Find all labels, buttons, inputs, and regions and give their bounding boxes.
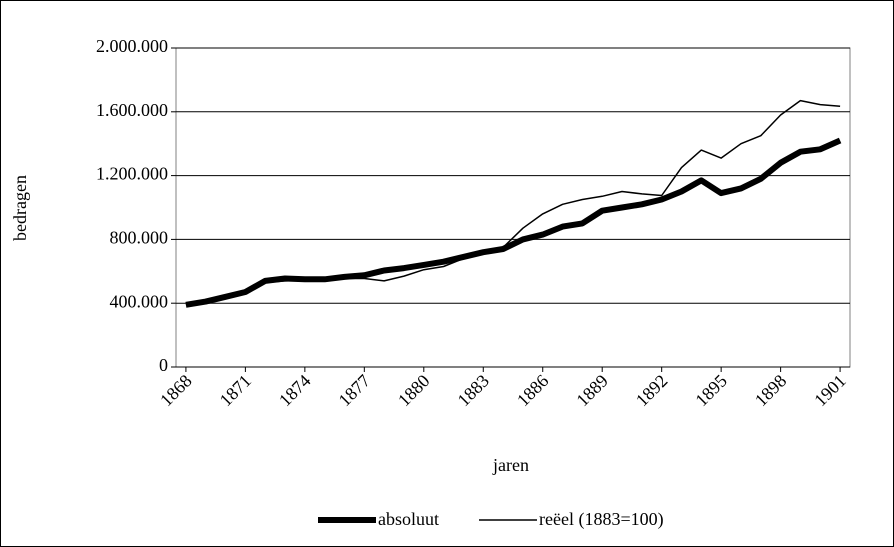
series-line bbox=[185, 99, 841, 306]
y-tick-label: 800.000 bbox=[110, 228, 169, 248]
series-line bbox=[185, 137, 842, 308]
legend-label: reëel (1883=100) bbox=[539, 509, 664, 530]
y-tick-label: 2.000.000 bbox=[96, 36, 168, 56]
y-tick-label: 0 bbox=[159, 355, 168, 375]
legend-label: absoluut bbox=[378, 509, 439, 529]
y-tick-label: 1.600.000 bbox=[96, 100, 168, 120]
y-tick-label: 400.000 bbox=[110, 291, 169, 311]
y-axis-label: bedragen bbox=[10, 175, 30, 241]
x-axis-label: jaren bbox=[492, 455, 529, 475]
y-tick-label: 1.200.000 bbox=[96, 164, 168, 184]
